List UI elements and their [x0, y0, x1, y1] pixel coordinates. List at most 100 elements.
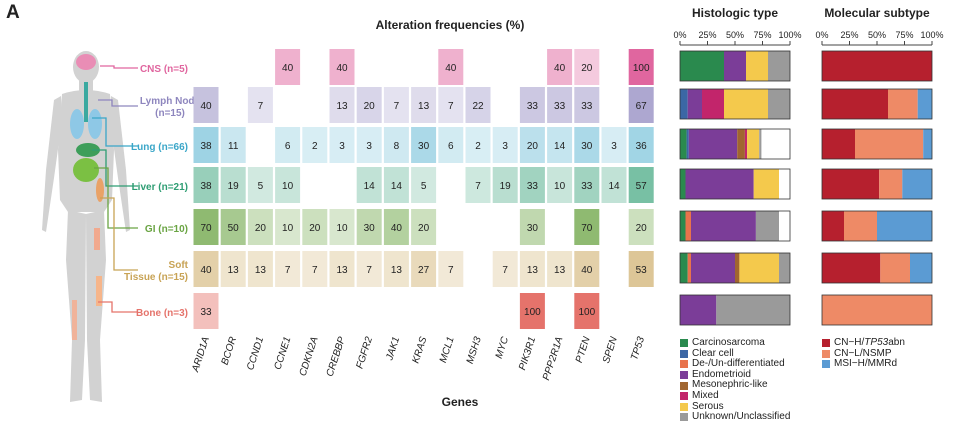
legend-item-carcinosarcoma: Carcinosarcoma [680, 337, 790, 349]
heat-value-label: 7 [312, 265, 318, 276]
body-organs [70, 54, 104, 340]
heat-cell [220, 209, 246, 245]
heat-cell [411, 87, 437, 123]
gene-label-myc: MYC [494, 335, 512, 360]
hist-bar-lymph-node [679, 88, 791, 120]
heat-cell [492, 167, 518, 203]
heat-value-label: 13 [336, 265, 348, 276]
heat-value-label: 13 [527, 265, 539, 276]
hist-segment-endometrioid [724, 51, 746, 81]
heat-cell [547, 251, 573, 287]
hist-segment-serous [753, 169, 779, 199]
heat-cell [383, 209, 409, 245]
heat-cell [574, 49, 600, 85]
heat-value-label: 20 [309, 223, 321, 234]
heat-value-label: 7 [448, 101, 454, 112]
heat-value-label: 20 [636, 223, 648, 234]
heat-value-label: 10 [282, 223, 294, 234]
heat-value-label: 14 [391, 181, 403, 192]
hist-segment-unknown-unclassified [716, 295, 790, 325]
hist-segment-carcinosarcoma [680, 129, 687, 159]
heat-cell [438, 49, 464, 85]
heat-cell [519, 167, 545, 203]
heat-cell [383, 167, 409, 203]
heat-value-label: 2 [312, 141, 318, 152]
heat-value-label: 19 [500, 181, 512, 192]
heat-cell [193, 293, 219, 329]
hist-bar-cns [679, 50, 791, 82]
mol-segment-cn-h-tp53abn [822, 129, 855, 159]
heat-value-label: 30 [364, 223, 376, 234]
heat-value-label: 50 [228, 223, 240, 234]
heat-value-label: 30 [527, 223, 539, 234]
hist-segment-de-un-differentiated [687, 253, 691, 283]
site-label-lymph-node: Lymph Node [140, 96, 201, 107]
heat-value-label: 38 [200, 141, 212, 152]
mol-tick-label: 100% [920, 30, 943, 40]
heat-cell [492, 251, 518, 287]
heat-value-label: 40 [336, 63, 348, 74]
heat-value-label: 40 [200, 265, 212, 276]
heat-value-label: 40 [554, 63, 566, 74]
gene-label-ppp2r1a: PPP2R1A [541, 335, 565, 382]
hist-segment-mesonephric-like [737, 129, 745, 159]
heat-value-label: 67 [636, 101, 648, 112]
heatmap-title: Alteration frequencies (%) [375, 18, 525, 32]
heat-cell [329, 251, 355, 287]
mol-segment-cn-l-nsmp [888, 89, 918, 119]
heat-value-label: 33 [581, 101, 593, 112]
hist-bar-gi [679, 210, 791, 242]
gene-label-arid1a: ARID1A [190, 335, 212, 374]
heat-cell [193, 127, 219, 163]
gene-label-pik3r1: PIK3R1 [517, 336, 538, 372]
heat-cell [247, 251, 273, 287]
heat-cell [628, 251, 654, 287]
mol-bar-gi [821, 210, 933, 242]
heat-value-label: 13 [391, 265, 403, 276]
legend-swatch [822, 360, 830, 369]
heat-cell [547, 127, 573, 163]
heat-value-label: 5 [421, 181, 427, 192]
heat-cell [329, 87, 355, 123]
heat-value-label: 6 [285, 141, 291, 152]
legend-label: CN−L/NSMP [834, 347, 892, 359]
heat-cell [247, 87, 273, 123]
heat-value-label: 57 [636, 181, 648, 192]
legend-swatch [822, 339, 830, 348]
heat-value-label: 13 [228, 265, 240, 276]
heat-cell [438, 251, 464, 287]
hist-segment-serous [724, 89, 768, 119]
legend-swatch [680, 392, 688, 401]
heat-cell [411, 209, 437, 245]
legend-item-cn-l-nsmp: CN−L/NSMP [822, 347, 905, 360]
heat-cell [411, 167, 437, 203]
heat-cell [601, 167, 627, 203]
gene-label-msh3: MSH3 [465, 335, 484, 365]
legend-label: Clear cell [692, 347, 734, 359]
heat-value-label: 5 [258, 181, 264, 192]
mol-segment-cn-h-tp53abn [822, 51, 932, 81]
heat-cell [275, 127, 301, 163]
heat-cell [356, 209, 382, 245]
mol-bar-liver [821, 168, 933, 200]
hist-segment-de-un-differentiated [685, 211, 691, 241]
heat-value-label: 40 [581, 265, 593, 276]
hist-segment-serous [739, 253, 779, 283]
heat-value-label: 13 [554, 265, 566, 276]
heat-value-label: 100 [524, 307, 541, 318]
panel-letter: A [6, 2, 20, 23]
hist-segment-mixed [702, 89, 724, 119]
heat-cell [519, 87, 545, 123]
heat-value-label: 36 [636, 141, 648, 152]
hist-tick-label: 25% [698, 30, 716, 40]
heat-cell [220, 251, 246, 287]
legend-swatch [680, 349, 688, 358]
heat-cell [383, 87, 409, 123]
heat-cell [193, 251, 219, 287]
hist-bar-lung [679, 128, 791, 160]
heat-cell [411, 251, 437, 287]
site-label-liver: Liver (n=21) [132, 182, 188, 193]
heat-value-label: 14 [608, 181, 620, 192]
heat-value-label: 8 [394, 141, 400, 152]
gene-label-pten: PTEN [574, 335, 593, 365]
